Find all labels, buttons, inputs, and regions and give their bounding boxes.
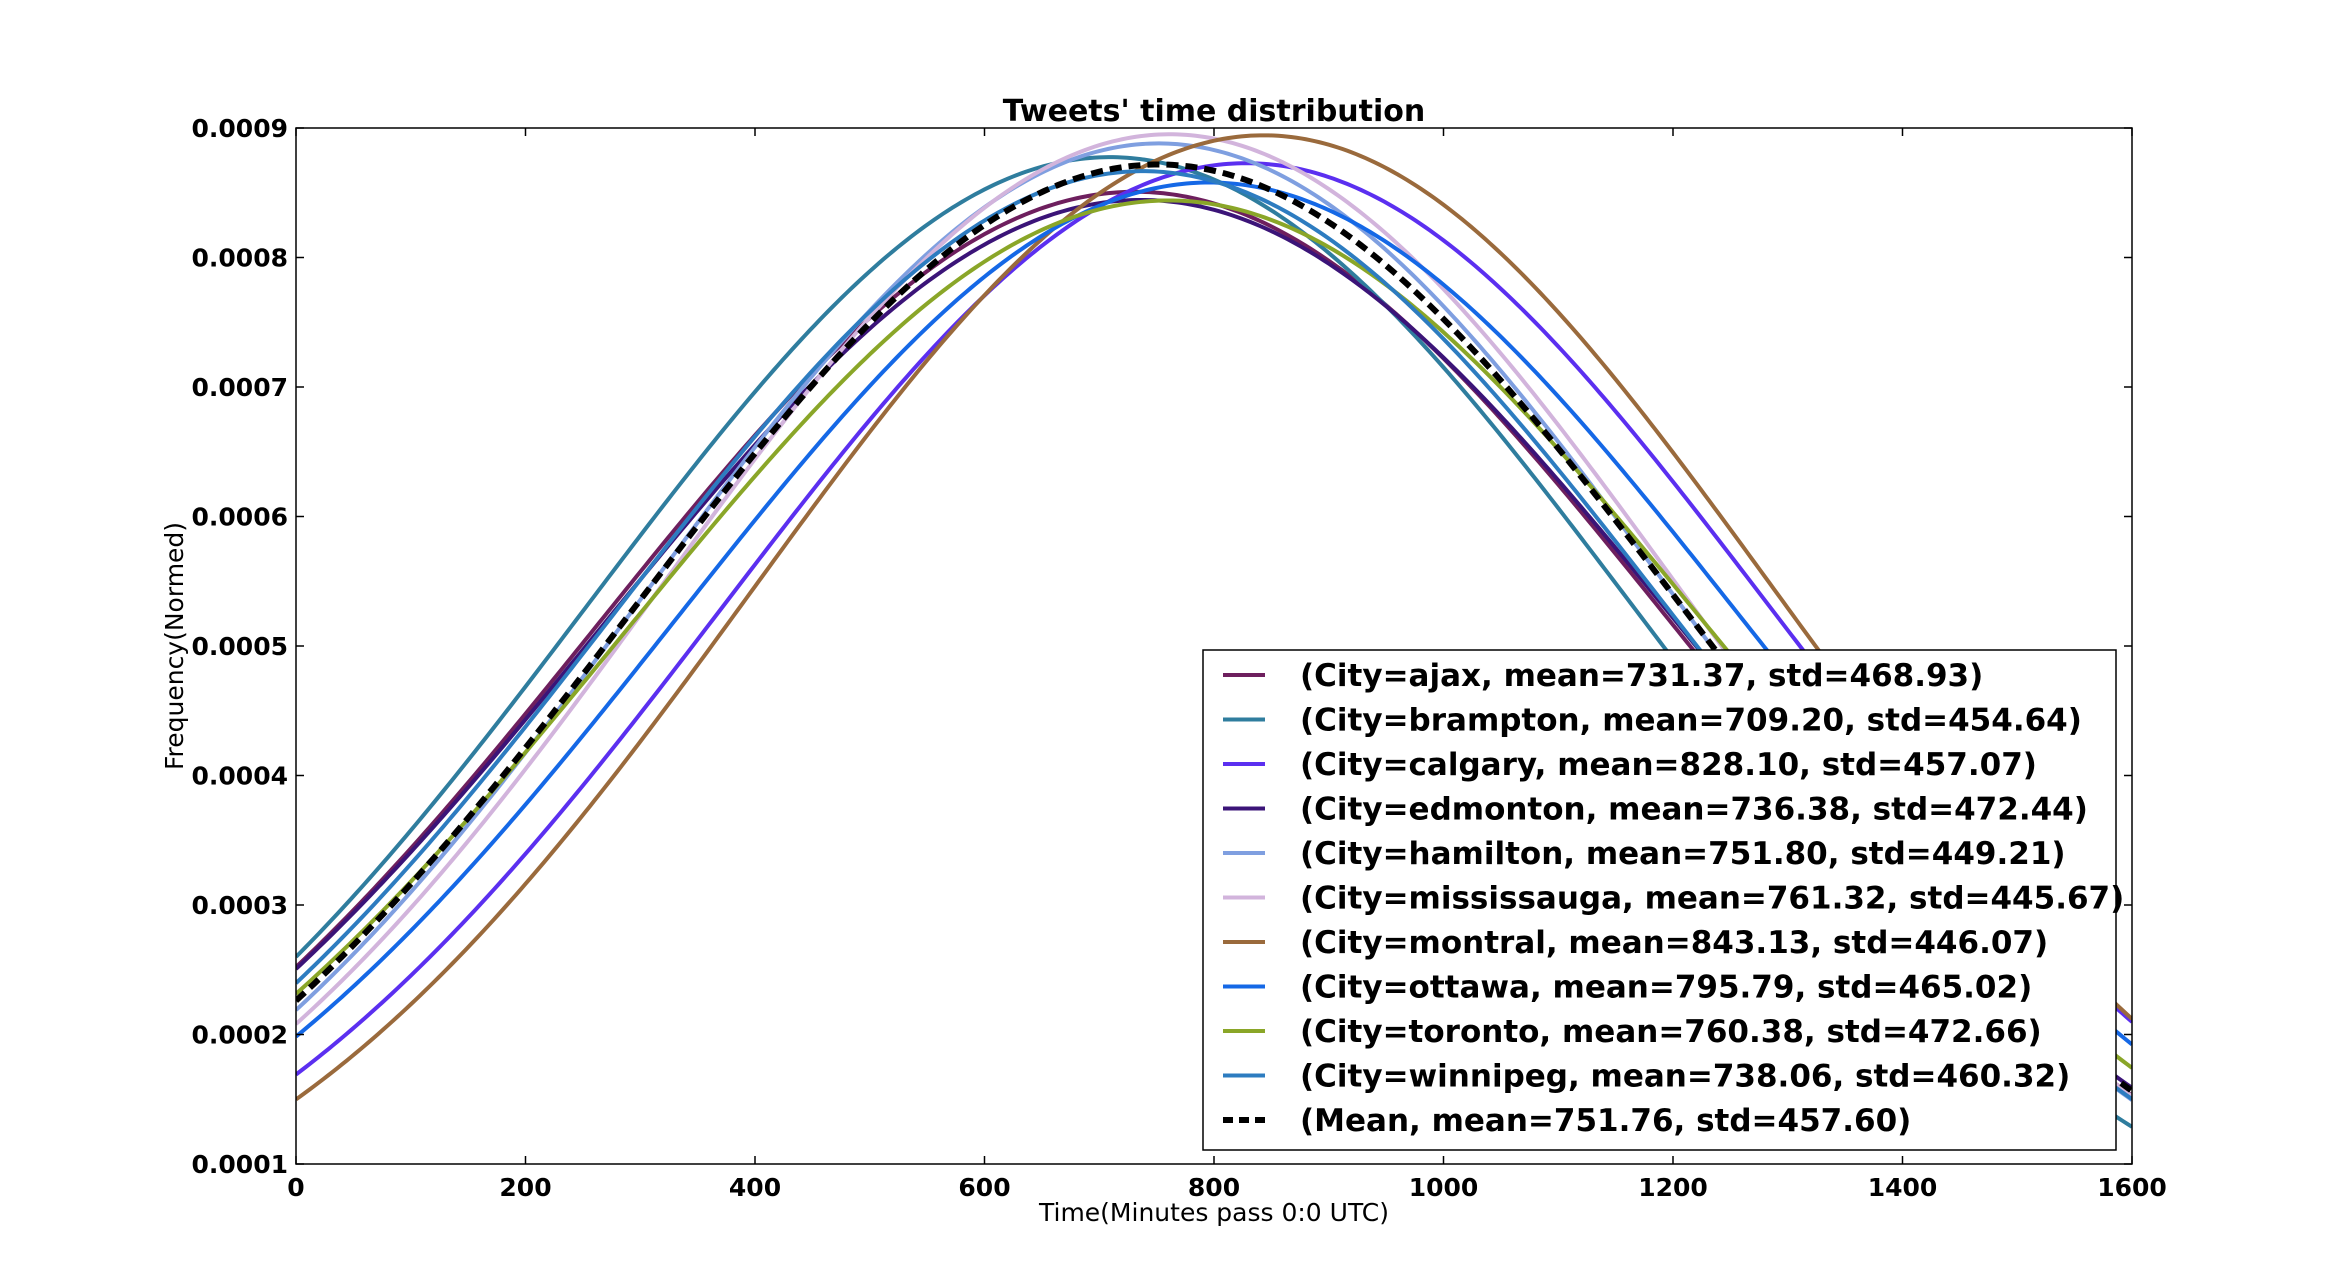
x-tick-label: 1400 [1868,1173,1938,1202]
x-axis: 0 200 400 600 800 1000 1200 1400 1600 [287,128,2167,1202]
x-tick-label: 600 [958,1173,1010,1202]
y-axis: 0.0001 0.0002 0.0003 0.0004 0.0005 0.0006 0.00… [192,114,2132,1179]
x-tick-label: 0 [287,1173,304,1202]
y-tick-label: 0.0005 [192,632,288,661]
x-axis-title: Time(Minutes pass 0:0 UTC) [1038,1198,1389,1227]
x-tick-label: 400 [729,1173,781,1202]
legend-label: (City=toronto, mean=760.38, std=472.66) [1300,1014,2042,1050]
x-tick-label: 1000 [1409,1173,1479,1202]
legend-label: (City=ajax, mean=731.37, std=468.93) [1300,658,1983,694]
y-tick-label: 0.0002 [192,1021,288,1050]
y-tick-label: 0.0007 [192,373,288,402]
x-tick-label: 200 [499,1173,551,1202]
x-tick-label: 1200 [1638,1173,1708,1202]
legend-box [1202,649,2117,1151]
legend-label: (City=winnipeg, mean=738.06, std=460.32) [1300,1059,2070,1095]
legend-label: (City=ottawa, mean=795.79, std=465.02) [1300,970,2032,1006]
y-tick-label: 0.0009 [192,114,288,143]
x-tick-label: 1600 [2097,1173,2167,1202]
y-tick-label: 0.0003 [192,891,288,920]
legend-items: (City=ajax, mean=731.37, std=468.93) (Cit… [1223,658,2124,1139]
y-axis-title: Frequency(Normed) [160,522,189,770]
y-tick-label: 0.0001 [192,1150,288,1179]
x-tick-label: 800 [1188,1173,1240,1202]
legend-label: (City=mississauga, mean=761.32, std=445.… [1300,881,2124,917]
legend-label: (Mean, mean=751.76, std=457.60) [1300,1103,1911,1139]
legend-label: (City=hamilton, mean=751.80, std=449.21) [1300,836,2066,872]
legend-label: (City=edmonton, mean=736.38, std=472.44) [1300,792,2088,828]
y-tick-label: 0.0004 [192,762,288,791]
legend-label: (City=brampton, mean=709.20, std=454.64) [1300,703,2082,739]
y-tick-label: 0.0008 [192,244,288,273]
legend-label: (City=calgary, mean=828.10, std=457.07) [1300,747,2037,783]
legend: (City=ajax, mean=731.37, std=468.93) (Cit… [1202,649,2124,1151]
y-tick-label: 0.0006 [192,503,288,532]
legend-label: (City=montral, mean=843.13, std=446.07) [1300,925,2048,961]
chart-title: Tweets' time distribution [1003,94,1426,129]
